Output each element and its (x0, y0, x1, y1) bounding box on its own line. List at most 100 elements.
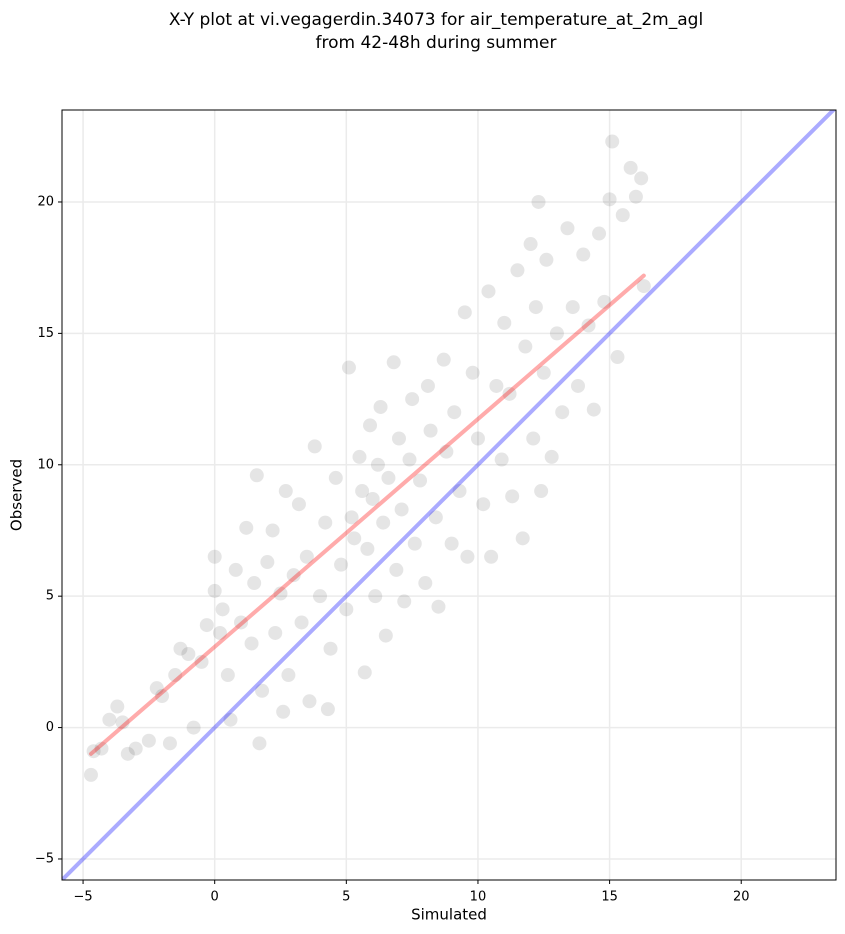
scatter-point (194, 654, 209, 669)
scatter-point (565, 300, 580, 315)
scatter-point (586, 402, 601, 417)
scatter-point (470, 431, 485, 446)
scatter-point (528, 300, 543, 315)
scatter-point (244, 636, 259, 651)
scatter-point (83, 767, 98, 782)
scatter-point (431, 599, 446, 614)
scatter-point (260, 555, 275, 570)
scatter-point (636, 279, 651, 294)
scatter-point (381, 470, 396, 485)
scatter-point (476, 497, 491, 512)
scatter-point (173, 641, 188, 656)
scatter-point (149, 681, 164, 696)
y-tick-label: 10 (37, 457, 54, 472)
scatter-point (489, 378, 504, 393)
scatter-point (515, 531, 530, 546)
scatter-point (544, 449, 559, 464)
scatter-point (602, 192, 617, 207)
x-axis-label: Simulated (411, 906, 487, 924)
scatter-point (207, 583, 222, 598)
scatter-point (273, 586, 288, 601)
scatter-point (413, 473, 428, 488)
scatter-point (370, 457, 385, 472)
scatter-point (534, 484, 549, 499)
y-tick-label: 15 (37, 326, 54, 341)
y-tick-label: 0 (46, 720, 54, 735)
scatter-point (605, 134, 620, 149)
scatter-point (615, 208, 630, 223)
scatter-point (181, 646, 196, 661)
scatter-point (186, 720, 201, 735)
scatter-point (286, 568, 301, 583)
scatter-point (373, 399, 388, 414)
scatter-point (592, 226, 607, 241)
scatter-point (523, 237, 538, 252)
scatter-point (376, 515, 391, 530)
scatter-point (339, 602, 354, 617)
scatter-point (141, 733, 156, 748)
scatter-point (623, 160, 638, 175)
scatter-point (120, 746, 135, 761)
scatter-point (526, 431, 541, 446)
scatter-point (252, 736, 267, 751)
scatter-point (228, 562, 243, 577)
scatter-point (212, 625, 227, 640)
y-tick-label: 20 (37, 194, 54, 209)
scatter-point (86, 744, 101, 759)
scatter-point (128, 741, 143, 756)
scatter-point (634, 171, 649, 186)
scatter-point (378, 628, 393, 643)
scatter-point (571, 378, 585, 393)
y-tick-label: 5 (46, 589, 54, 604)
scatter-point (505, 489, 520, 504)
scatter-point (560, 221, 575, 236)
scatter-point (294, 615, 309, 630)
scatter-point (162, 736, 177, 751)
scatter-point (302, 694, 317, 709)
scatter-point (549, 326, 564, 341)
scatter-point (628, 189, 643, 204)
scatter-point (102, 712, 117, 727)
scatter-point (328, 470, 343, 485)
scatter-point (436, 352, 451, 367)
scatter-point (452, 484, 467, 499)
scatter-point (460, 549, 475, 564)
scatter-point (278, 484, 293, 499)
scatter-point (344, 510, 359, 525)
scatter-point (365, 491, 380, 506)
scatter-point (255, 683, 270, 698)
scatter-point (363, 418, 378, 433)
x-tick-label: 20 (733, 890, 750, 905)
scatter-point (276, 704, 291, 719)
scatter-point (418, 576, 433, 591)
scatter-point (199, 618, 214, 633)
scatter-point (234, 615, 249, 630)
scatter-point (428, 510, 443, 525)
scatter-point (323, 641, 338, 656)
scatter-point (357, 665, 372, 680)
fit-line (88, 273, 646, 756)
scatter-point (439, 444, 454, 459)
scatter-point (223, 712, 238, 727)
scatter-point (334, 557, 349, 572)
scatter-point (347, 531, 362, 546)
x-tick-label: 15 (601, 890, 618, 905)
scatter-point (447, 405, 462, 420)
scatter-point (465, 365, 480, 380)
x-tick-label: 5 (342, 890, 350, 905)
scatter-point (402, 452, 417, 467)
scatter-point (247, 576, 262, 591)
scatter-point (110, 699, 125, 714)
scatter-point (368, 589, 383, 604)
scatter-point (405, 392, 420, 407)
scatter-point (249, 468, 264, 483)
scatter-point (239, 520, 254, 535)
scatter-point (531, 194, 546, 209)
scatter-point (536, 365, 551, 380)
scatter-point (610, 350, 625, 365)
scatter-point (352, 449, 367, 464)
scatter-point (355, 484, 370, 499)
scatter-point (389, 562, 404, 577)
scatter-point (299, 549, 314, 564)
